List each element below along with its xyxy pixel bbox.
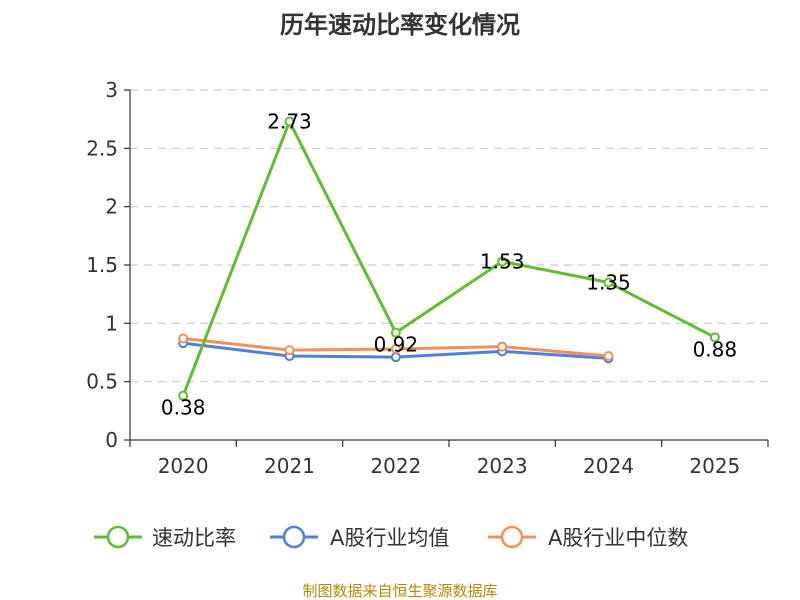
x-tick-label: 2025 [689, 454, 740, 478]
legend-item[interactable]: A股行业中位数 [488, 525, 688, 550]
y-tick-label: 3 [105, 78, 118, 102]
data-label: 1.35 [586, 271, 631, 295]
y-tick-label: 0.5 [86, 370, 118, 394]
data-point [390, 327, 401, 338]
legend-marker [500, 525, 524, 549]
x-tick-label: 2023 [477, 454, 528, 478]
data-point [709, 332, 720, 343]
legend-marker [106, 525, 130, 549]
legend: 速动比率 A股行业均值 A股行业中位数 [94, 525, 688, 550]
data-label: 0.38 [161, 396, 206, 420]
data-point [603, 351, 614, 361]
data-point [497, 256, 508, 267]
data-labels: 0.38 2.73 0.92 1.53 1.35 0.88 [161, 110, 737, 420]
legend-item[interactable]: 速动比率 [94, 525, 236, 550]
x-tick-label: 2021 [264, 454, 315, 478]
source-note: 制图数据来自恒生聚源数据库 [302, 582, 497, 600]
data-label: 0.88 [693, 337, 738, 361]
legend-label: 速动比率 [152, 526, 236, 550]
y-tick-label: 2 [105, 195, 118, 219]
gridlines [130, 89, 768, 383]
y-tick-label: 0 [105, 428, 118, 452]
data-point [284, 116, 295, 127]
data-point [497, 341, 508, 352]
data-point [178, 333, 189, 344]
legend-label: A股行业中位数 [548, 526, 688, 550]
data-point [284, 345, 295, 356]
data-point [390, 344, 401, 354]
chart-title: 历年速动比率变化情况 [280, 11, 520, 39]
x-tick-label: 2022 [370, 454, 421, 478]
legend-item[interactable]: A股行业均值 [270, 525, 449, 550]
y-tick-label: 1.5 [86, 253, 118, 277]
data-point [178, 390, 189, 401]
y-tick-label: 1 [105, 311, 118, 335]
y-tick-label: 2.5 [86, 136, 118, 160]
series-layer [178, 116, 720, 401]
legend-label: A股行业均值 [330, 526, 449, 550]
series-line [181, 120, 716, 397]
legend-marker [282, 525, 306, 549]
x-tick-label: 2020 [158, 454, 209, 478]
data-label: 1.53 [480, 250, 525, 274]
x-tick-label: 2024 [583, 454, 634, 478]
data-point [603, 277, 614, 288]
data-label: 2.73 [267, 110, 312, 134]
axes: 0 0.5 1 1.5 2 2.5 3 2020 2021 2022 2023 2024 2025 [86, 78, 769, 478]
data-label: 0.92 [374, 333, 419, 357]
